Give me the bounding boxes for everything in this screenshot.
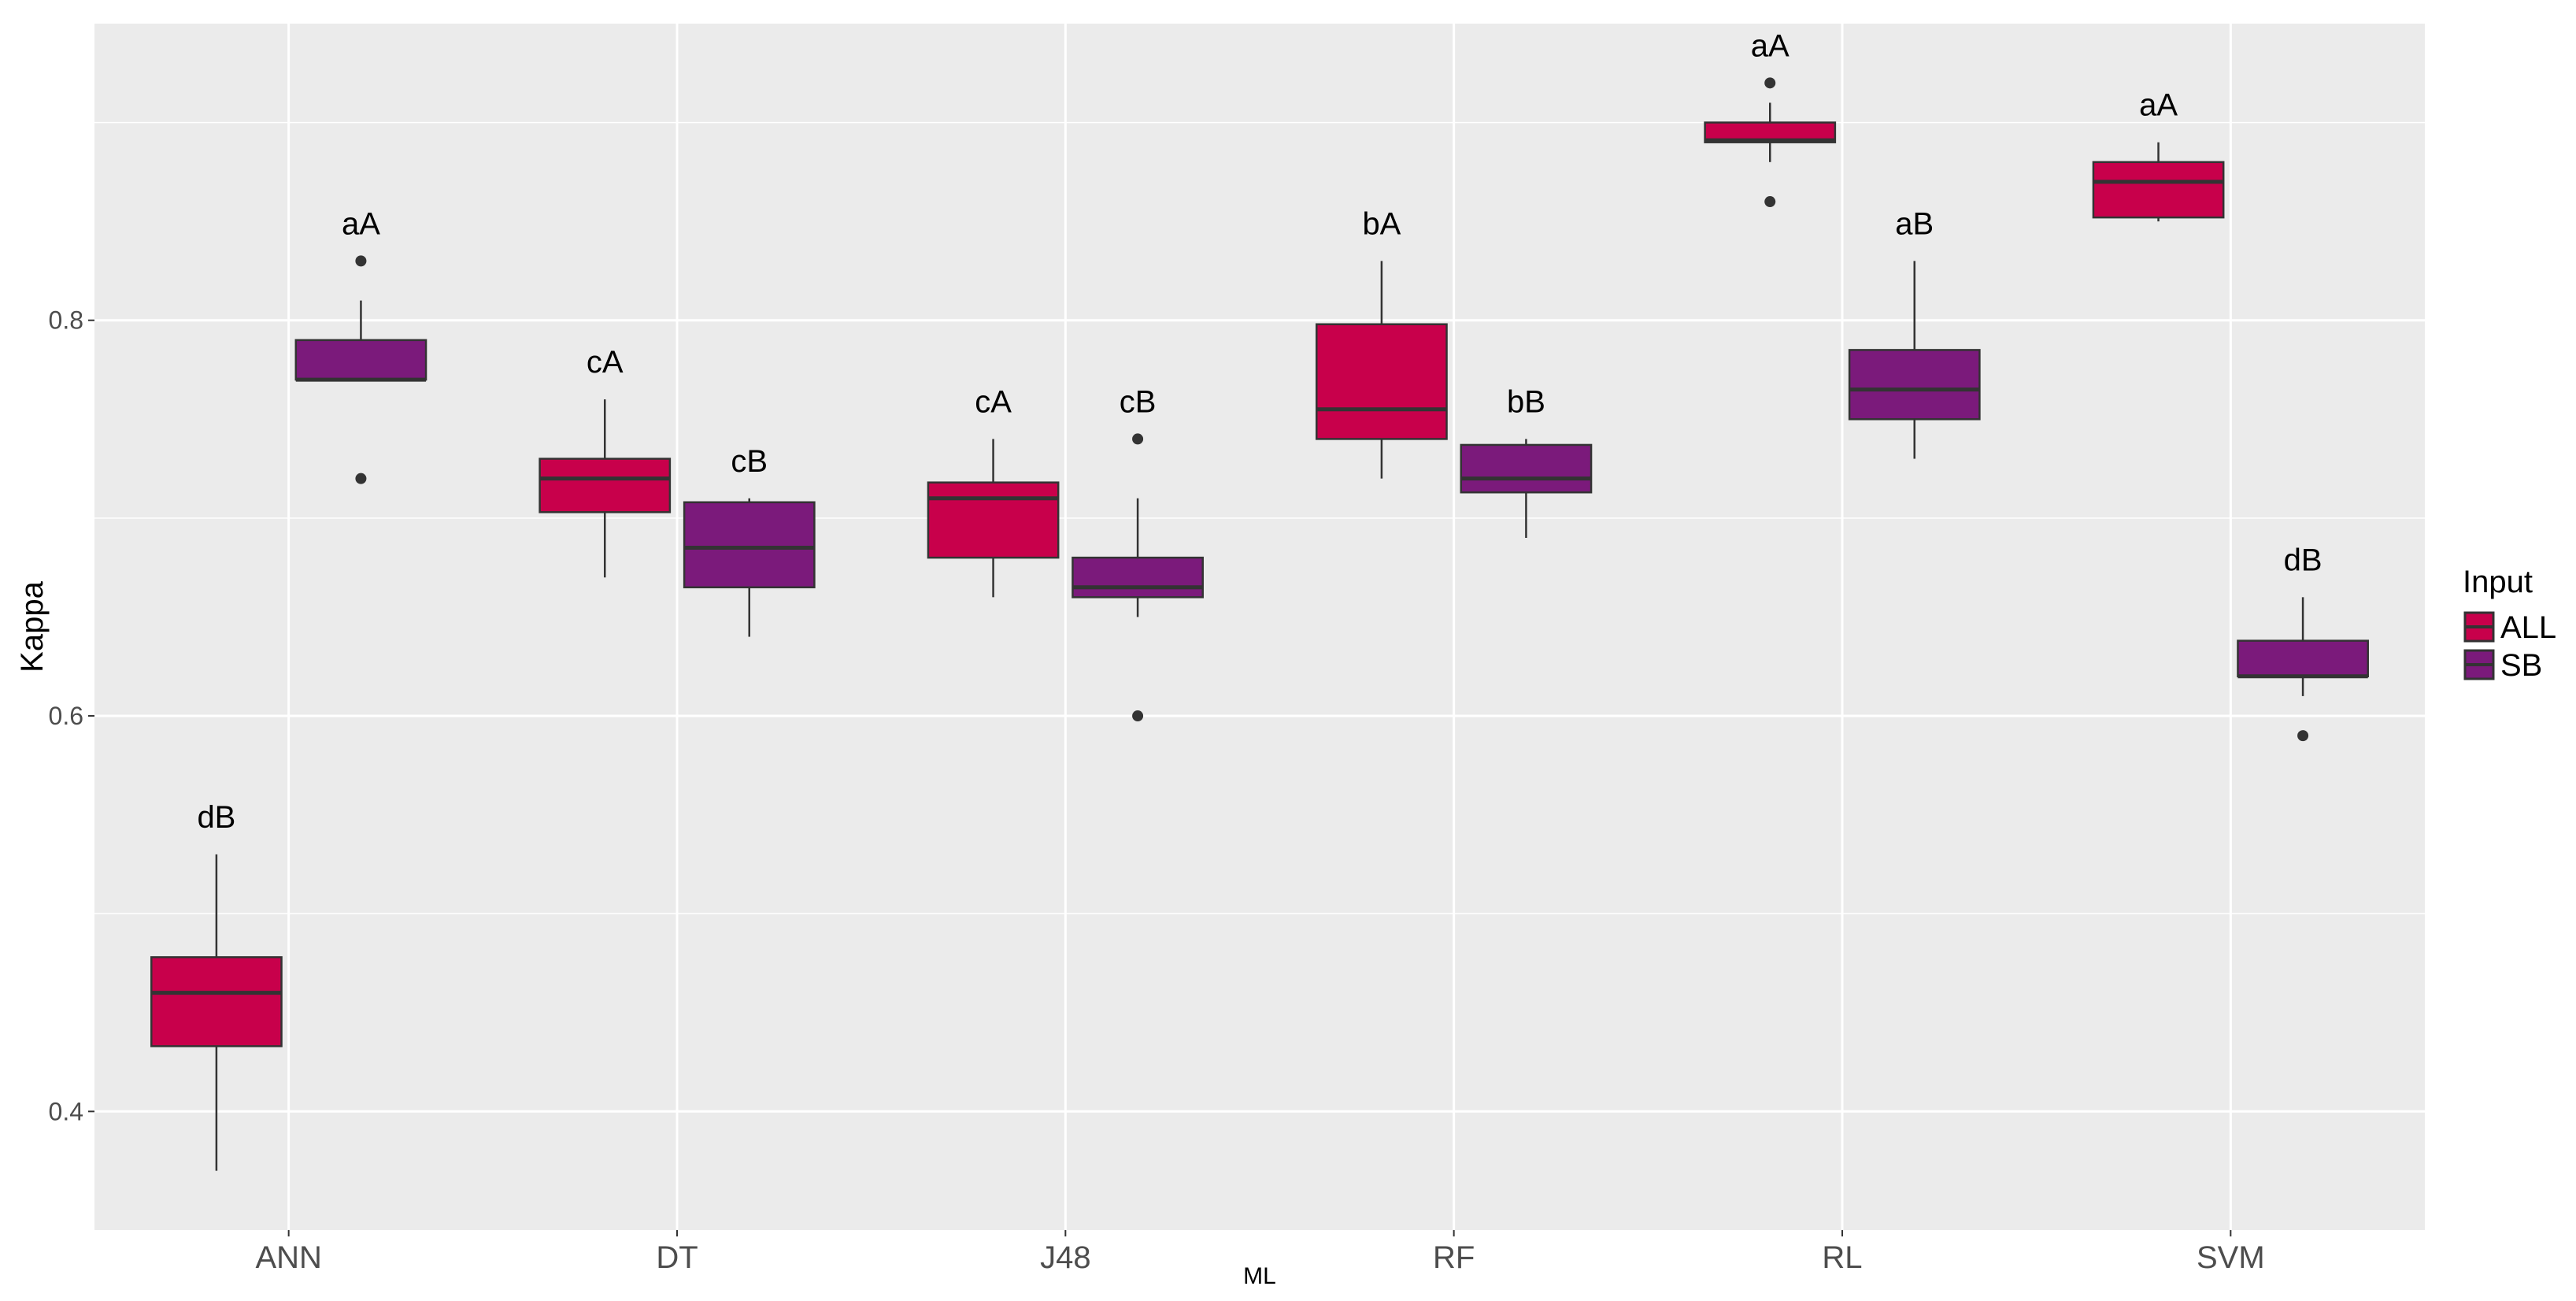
significance-label: aB — [1895, 206, 1934, 241]
box-sb-rf — [1460, 439, 1593, 538]
legend-label-sb: SB — [2500, 648, 2542, 683]
box-sb-rl — [1848, 261, 1981, 459]
box-sb-j48 — [1071, 433, 1204, 722]
grid-lines — [94, 24, 2425, 1230]
box-body — [150, 956, 283, 1047]
x-tick-label: ANN — [255, 1240, 321, 1275]
x-tick-label: RL — [1822, 1240, 1862, 1275]
y-tick-label: 0.6 — [49, 702, 83, 730]
significance-label: cB — [1120, 384, 1157, 419]
x-tick-label: J48 — [1040, 1240, 1091, 1275]
outlier-point — [355, 255, 367, 267]
box-sb-dt — [683, 498, 816, 637]
plot-panel — [94, 24, 2425, 1230]
box-sb-svm — [2237, 597, 2369, 742]
box-body — [1460, 443, 1593, 494]
box-body — [1316, 323, 1448, 440]
box-body — [294, 339, 427, 381]
significance-label: dB — [197, 800, 235, 835]
outlier-point — [355, 473, 367, 484]
x-axis-title: ML — [1243, 1263, 1276, 1289]
boxes — [150, 77, 2369, 1171]
outlier-point — [1764, 196, 1776, 208]
legend-label-all: ALL — [2500, 610, 2556, 645]
outlier-point — [1764, 77, 1776, 89]
x-tick-label: SVM — [2197, 1240, 2265, 1275]
box-body — [2092, 161, 2225, 219]
y-axis-title: Kappa — [15, 580, 50, 672]
box-all-ann — [150, 854, 283, 1171]
box-body — [683, 501, 816, 589]
box-body — [539, 458, 672, 513]
box-all-rl — [1704, 77, 1837, 208]
x-tick-label: DT — [656, 1240, 698, 1275]
significance-label: cA — [587, 345, 624, 380]
box-body — [1071, 556, 1204, 599]
box-sb-ann — [294, 255, 427, 484]
box-body — [1848, 349, 1981, 421]
legend: Input ALL SB — [2463, 565, 2556, 683]
significance-label: cB — [731, 444, 768, 479]
outlier-point — [2297, 730, 2309, 742]
box-body — [2237, 639, 2369, 678]
significance-label: cA — [975, 384, 1012, 419]
significance-label: bA — [1362, 206, 1401, 241]
y-tick-label: 0.4 — [49, 1097, 83, 1125]
box-all-j48 — [927, 439, 1060, 598]
box-all-rf — [1316, 261, 1448, 479]
significance-label: bB — [1507, 384, 1545, 419]
significance-label: aA — [1751, 28, 1790, 63]
axes: 0.4 0.6 0.8 ANN DT J48 RF RL SVM — [49, 306, 2265, 1275]
x-tick-label: RF — [1433, 1240, 1475, 1275]
y-tick-label: 0.8 — [49, 306, 83, 335]
legend-title: Input — [2463, 565, 2533, 599]
legend-item-sb: SB — [2463, 648, 2542, 683]
box-all-dt — [539, 399, 672, 578]
significance-labels: dB cA cA bA aA aA aA cB cB bB aB dB — [197, 28, 2322, 834]
significance-label: aA — [342, 206, 380, 241]
legend-item-all: ALL — [2463, 610, 2556, 645]
significance-label: aA — [2139, 88, 2178, 123]
significance-label: dB — [2284, 543, 2322, 577]
outlier-point — [1132, 710, 1144, 722]
outlier-point — [1132, 433, 1144, 445]
box-all-svm — [2092, 142, 2225, 222]
box-body — [927, 481, 1060, 559]
